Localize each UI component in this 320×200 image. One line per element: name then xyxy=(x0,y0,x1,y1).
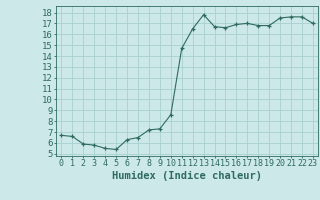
X-axis label: Humidex (Indice chaleur): Humidex (Indice chaleur) xyxy=(112,171,262,181)
